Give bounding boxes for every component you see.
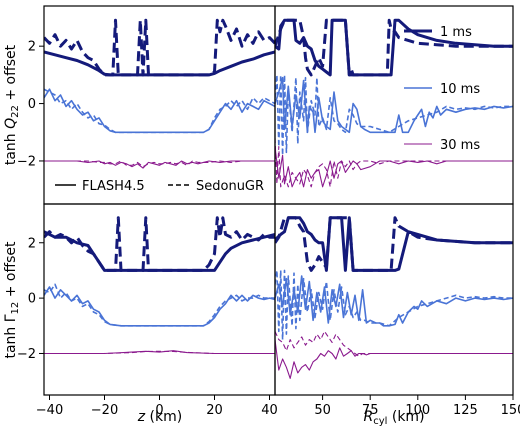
y-axis-label-top: tanh Q22 + offset [3, 44, 21, 165]
series-30ms-sedonugr [275, 330, 513, 357]
y-tick-label: 0 [28, 97, 36, 112]
series-1ms-sedonugr [275, 216, 513, 272]
series-30ms-sedonugr [44, 160, 275, 168]
series-1ms-flash45 [44, 230, 275, 272]
legend-label-flash: FLASH4.5 [82, 179, 145, 194]
series-1ms-flash45 [44, 50, 275, 77]
y-tick-label: −2 [17, 347, 36, 362]
x-tick-label: 20 [206, 403, 223, 418]
legend-label-sedonu: SedonuGR [196, 179, 264, 194]
x-tick-label: −40 [36, 403, 63, 418]
series-1ms-sedonugr [275, 18, 513, 77]
series-10ms-sedonugr [275, 269, 513, 341]
series-1ms-sedonugr [44, 216, 275, 272]
series-1ms-flash45 [275, 18, 513, 77]
x-axis-label-right: Rcyl (km) [363, 409, 424, 427]
panel-frame [274, 203, 514, 396]
legend-label-1ms: 1 ms [440, 25, 472, 40]
series-10ms-flash45 [275, 275, 513, 327]
panel-top-right [274, 5, 514, 205]
x-tick-label: 150 [501, 403, 520, 418]
series-group [44, 216, 275, 355]
series-30ms-sedonugr [44, 350, 275, 355]
series-group [44, 18, 275, 169]
series-30ms-flash45 [275, 339, 513, 379]
panel-top-left: −2 0 2 [17, 5, 276, 205]
y-tick-label: 2 [28, 236, 36, 251]
y-tick-label: 2 [28, 40, 36, 55]
series-10ms-flash45 [44, 88, 275, 134]
x-tick-label: 40 [261, 403, 278, 418]
x-axis-label-left: z (km) [137, 409, 182, 425]
legend-label-10ms: 10 ms [440, 82, 480, 97]
y-tick-label: −2 [17, 154, 36, 169]
legend-times: 1 ms 10 ms 30 ms [404, 25, 480, 153]
x-tick-label: 100 [405, 403, 430, 418]
series-1ms-sedonugr [44, 18, 275, 77]
y-tick-label: 0 [28, 292, 36, 307]
x-tick-label: 125 [453, 403, 478, 418]
x-tick-label: 0 [155, 403, 163, 418]
series-group [275, 18, 513, 188]
panel-bottom-right: 50 75 100 125 150 [274, 203, 520, 418]
x-tick-label: 75 [362, 403, 379, 418]
y-axis-label-bottom: tanh Γ12 + offset [3, 241, 21, 359]
x-tick-label: 50 [314, 403, 331, 418]
series-30ms-sedonugr [275, 137, 513, 188]
series-group [275, 216, 513, 379]
series-30ms-flash45 [44, 160, 275, 169]
series-10ms-flash45 [44, 286, 275, 327]
series-10ms-sedonugr [44, 88, 275, 134]
legend-label-30ms: 30 ms [440, 138, 480, 153]
series-10ms-sedonugr [44, 283, 275, 327]
x-tick-label: −20 [91, 403, 118, 418]
panel-bottom-left: −202−40 −20 0 20 40 [17, 203, 278, 418]
series-10ms-sedonugr [275, 74, 513, 156]
legend-codes: FLASH4.5 SedonuGR [55, 179, 264, 194]
